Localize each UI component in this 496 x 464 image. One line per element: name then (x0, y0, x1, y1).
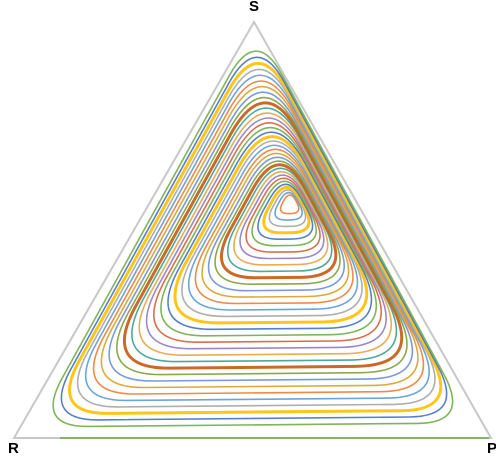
orbit-curve (153, 122, 382, 344)
orbit-curve (187, 144, 359, 311)
orbit-curve (76, 68, 436, 408)
orbit-curve (173, 135, 369, 325)
vertex-label-right: P (487, 440, 496, 457)
vertex-label-top: S (249, 0, 260, 15)
orbit-curve (145, 117, 387, 350)
orbit-curve (262, 185, 311, 235)
orbit-curve (116, 96, 408, 376)
orbit-curve (245, 177, 321, 253)
vertex-label-left: R (8, 440, 19, 457)
orbit-curve (220, 163, 338, 280)
orbit-curve (207, 156, 345, 292)
orbit-curve (257, 183, 314, 241)
orbit-curve (274, 191, 303, 221)
orbit-curve (60, 56, 448, 421)
orbit-curve (131, 107, 398, 363)
orbit-curve (52, 50, 454, 428)
orbit-curve (84, 74, 430, 402)
orbit-curve (239, 174, 325, 260)
orbit-curve (268, 189, 307, 228)
orbit-curve (227, 167, 333, 273)
triangle-edges (12, 19, 493, 439)
orbit-curve (108, 91, 414, 382)
orbit-group (52, 50, 454, 428)
orbit-curve (201, 152, 350, 298)
orbit-curve (194, 148, 354, 305)
orbit-curve (138, 112, 392, 357)
orbit-curve (68, 62, 443, 415)
orbit-curve (100, 86, 419, 389)
orbit-curve (233, 170, 329, 266)
orbit-curve (251, 180, 317, 247)
orbit-curve (279, 194, 300, 215)
orbit-curve (181, 140, 363, 318)
orbit-curve (167, 131, 373, 331)
orbit-curve (214, 160, 341, 286)
orbit-curve (160, 126, 377, 337)
orbit-curve (92, 80, 425, 395)
orbit-curve (122, 101, 404, 370)
